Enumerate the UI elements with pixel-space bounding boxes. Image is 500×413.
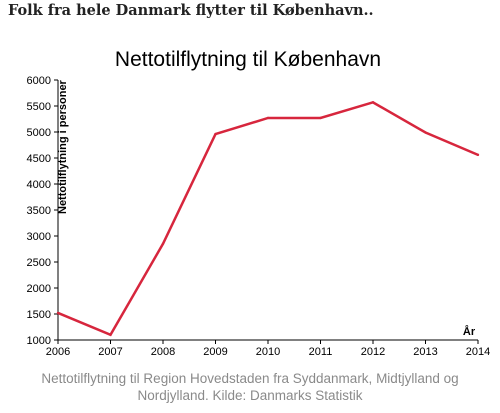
x-tick-label: 2007 [98,346,122,358]
x-axis-ticks: 2006 2007 2008 2009 2010 2011 2012 2013 2014 [46,340,490,358]
y-tick-label: 3500 [27,205,51,217]
data-point [56,311,60,315]
data-point [424,131,427,134]
y-tick-label: 5000 [27,127,51,139]
data-point [161,242,165,245]
x-axis-label: År [463,325,476,338]
x-tick-label: 2009 [203,346,227,358]
x-tick-label: 2013 [413,346,437,358]
y-tick-label: 1500 [27,309,51,321]
y-axis-label: Nettotilflytning i personer [57,79,69,214]
x-tick-label: 2014 [466,346,490,358]
y-tick-label: 4000 [27,179,51,191]
y-tick-label: 4500 [27,153,51,165]
x-tick-label: 2012 [361,346,385,358]
data-point [214,132,217,136]
caption-line-1: Nettotilflytning til Region Hovedstaden … [41,371,459,386]
data-point [319,116,322,120]
series-group [56,101,480,337]
headline: Folk fra hele Danmark flytter til Københ… [8,2,374,19]
series-line [57,101,479,337]
data-point [266,116,270,120]
x-tick-label: 2010 [256,346,280,358]
y-tick-label: 2500 [27,257,51,269]
y-axis-ticks: 1000 1500 2000 2500 3000 3500 4000 4500 5000 5500… [27,75,58,347]
y-tick-label: 6000 [27,75,51,87]
x-tick-label: 2006 [46,346,70,358]
caption: Nettotilflytning til Region Hovedstaden … [0,370,500,404]
data-point [476,153,480,157]
y-tick-label: 5500 [27,101,51,113]
x-tick-label: 2011 [309,346,333,358]
y-tick-label: 1000 [27,335,51,347]
data-point [371,101,375,104]
y-tick-label: 2000 [27,283,51,295]
data-point [109,333,112,336]
x-tick-label: 2008 [151,346,175,358]
y-tick-label: 3000 [27,231,51,243]
caption-line-2: Nordjylland. Kilde: Danmarks Statistik [137,388,363,403]
chart-title: Nettotilflytning til København [115,48,381,71]
